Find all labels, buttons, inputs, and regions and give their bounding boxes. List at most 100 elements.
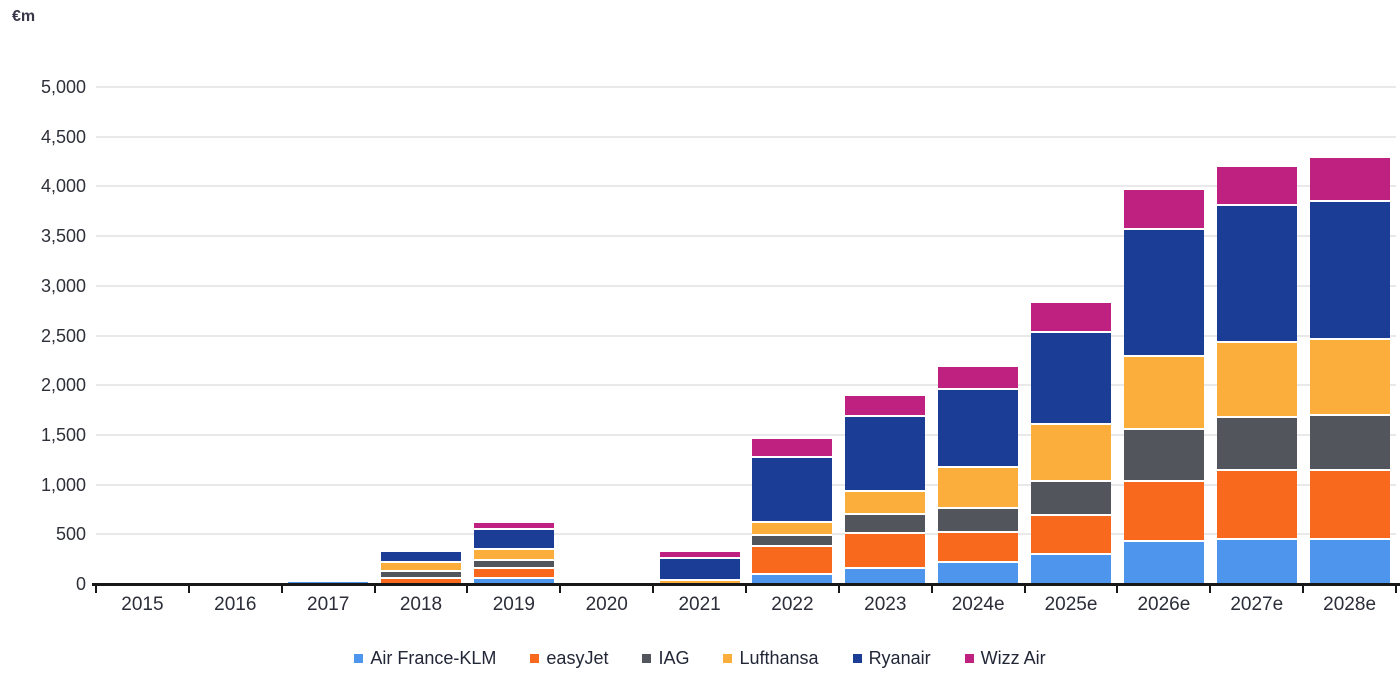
bar-segment	[938, 387, 1019, 467]
bar-segment	[1123, 354, 1204, 429]
bar-segment	[473, 576, 554, 584]
x-tick-mark	[1209, 585, 1212, 593]
x-tick-mark	[1395, 585, 1397, 593]
legend: Air France-KLM easyJet IAG Lufthansa Ryanair…	[0, 648, 1400, 669]
bar-slot	[1025, 87, 1118, 584]
y-axis-label: 4,500	[40, 126, 86, 147]
bar-segment	[1031, 331, 1112, 423]
bar-segment	[938, 364, 1019, 388]
grid-line	[96, 135, 1396, 138]
x-axis-label: 2023	[864, 594, 907, 615]
stacked-bar	[381, 549, 461, 584]
x-axis-label: 2025e	[1044, 594, 1098, 615]
bar-segment	[1123, 428, 1204, 480]
bar-segment	[938, 560, 1019, 584]
bar-segment	[1216, 468, 1297, 538]
bar-segment	[1031, 552, 1112, 584]
stacked-bar	[845, 393, 926, 584]
y-axis-label: 4,000	[40, 176, 86, 197]
bar-segment	[1309, 469, 1390, 538]
y-axis-label: 3,000	[40, 275, 86, 296]
x-tick-mark	[559, 585, 562, 593]
x-tick-mark	[187, 585, 190, 593]
legend-label: Ryanair	[868, 648, 931, 668]
legend-swatch-icon	[964, 654, 974, 663]
stacked-bar	[938, 364, 1019, 584]
bar-segment	[845, 513, 926, 533]
bar-segment	[659, 556, 740, 579]
x-axis-label: 2020	[585, 594, 628, 615]
bar-segment	[845, 415, 926, 490]
bar-segment	[473, 521, 554, 528]
bar-segment	[938, 530, 1019, 561]
bar-segment	[938, 466, 1019, 507]
bar-segment	[1309, 537, 1390, 584]
grid-line	[96, 433, 1396, 436]
x-axis-labels: 2015 2016 2017 2018 2019 2020 2021 2022 2023 2024…	[96, 594, 1396, 616]
x-tick-mark	[1302, 585, 1305, 593]
bar-segment	[752, 533, 833, 545]
y-axis: 0 500 1,000 1,500 2,000 2,500 3,000 3,500 4,000 4…	[0, 77, 86, 594]
legend-item: Air France-KLM	[354, 648, 496, 669]
x-axis-label: 2022	[771, 594, 814, 615]
x-axis-label: 2027e	[1230, 594, 1284, 615]
y-axis-label: 3,500	[40, 226, 86, 247]
bar-segment	[845, 393, 926, 416]
legend-label: easyJet	[546, 648, 609, 668]
grid-line	[96, 384, 1396, 387]
x-axis-label: 2024e	[951, 594, 1005, 615]
stacked-bar	[1031, 301, 1112, 584]
bar-slot	[282, 87, 375, 584]
y-axis-label: 5,000	[40, 77, 86, 97]
bar-segment	[1216, 164, 1297, 204]
bar-segment	[752, 544, 833, 574]
x-axis-label: 2016	[214, 594, 257, 615]
x-tick-mark	[930, 585, 933, 593]
bar-segment	[1031, 423, 1112, 480]
bar-slot	[467, 87, 560, 584]
bar-slot	[1117, 87, 1210, 584]
legend-label: Lufthansa	[739, 648, 819, 668]
x-tick-mark	[837, 585, 840, 593]
bar-segment	[1123, 479, 1204, 541]
bar-slot	[560, 87, 653, 584]
bar-segment	[473, 527, 554, 548]
bar-segment	[845, 566, 926, 584]
x-axis-label: 2018	[399, 594, 443, 615]
bar-slot	[746, 87, 839, 584]
y-axis-label: 500	[55, 524, 86, 545]
bar-segment	[1309, 414, 1390, 470]
stacked-bar	[1309, 156, 1390, 584]
x-axis-label: 2019	[492, 594, 535, 615]
bar-segment	[752, 437, 833, 456]
grid-line	[96, 334, 1396, 337]
bar-segment	[381, 561, 461, 571]
y-axis-unit-label: €m	[12, 8, 36, 25]
plot-area	[92, 86, 1400, 593]
x-axis-label: 2021	[678, 594, 721, 615]
bar-segment	[381, 549, 461, 562]
y-axis-label: 0	[75, 574, 86, 594]
x-axis-line	[92, 583, 1400, 586]
legend-swatch-icon	[852, 654, 862, 663]
bar-segment	[1123, 540, 1204, 584]
x-axis-label: 2026e	[1137, 594, 1191, 615]
grid-line	[96, 533, 1396, 536]
legend-label: IAG	[658, 648, 690, 668]
x-tick-mark	[280, 585, 283, 593]
bar-segment	[1216, 341, 1297, 417]
legend-swatch-icon	[354, 654, 364, 663]
bar-segment	[473, 566, 554, 577]
legend-swatch-icon	[723, 654, 733, 663]
x-tick-mark	[466, 585, 469, 593]
legend-swatch-icon	[642, 654, 652, 663]
bar-segment	[1216, 537, 1297, 584]
x-tick-mark	[95, 585, 97, 593]
legend-item: Wizz Air	[964, 648, 1046, 669]
grid-line	[96, 235, 1396, 238]
y-axis-label: 2,500	[40, 325, 86, 346]
bar-segment	[473, 547, 554, 560]
x-axis-label: 2015	[121, 594, 164, 615]
stacked-bar	[752, 437, 833, 584]
